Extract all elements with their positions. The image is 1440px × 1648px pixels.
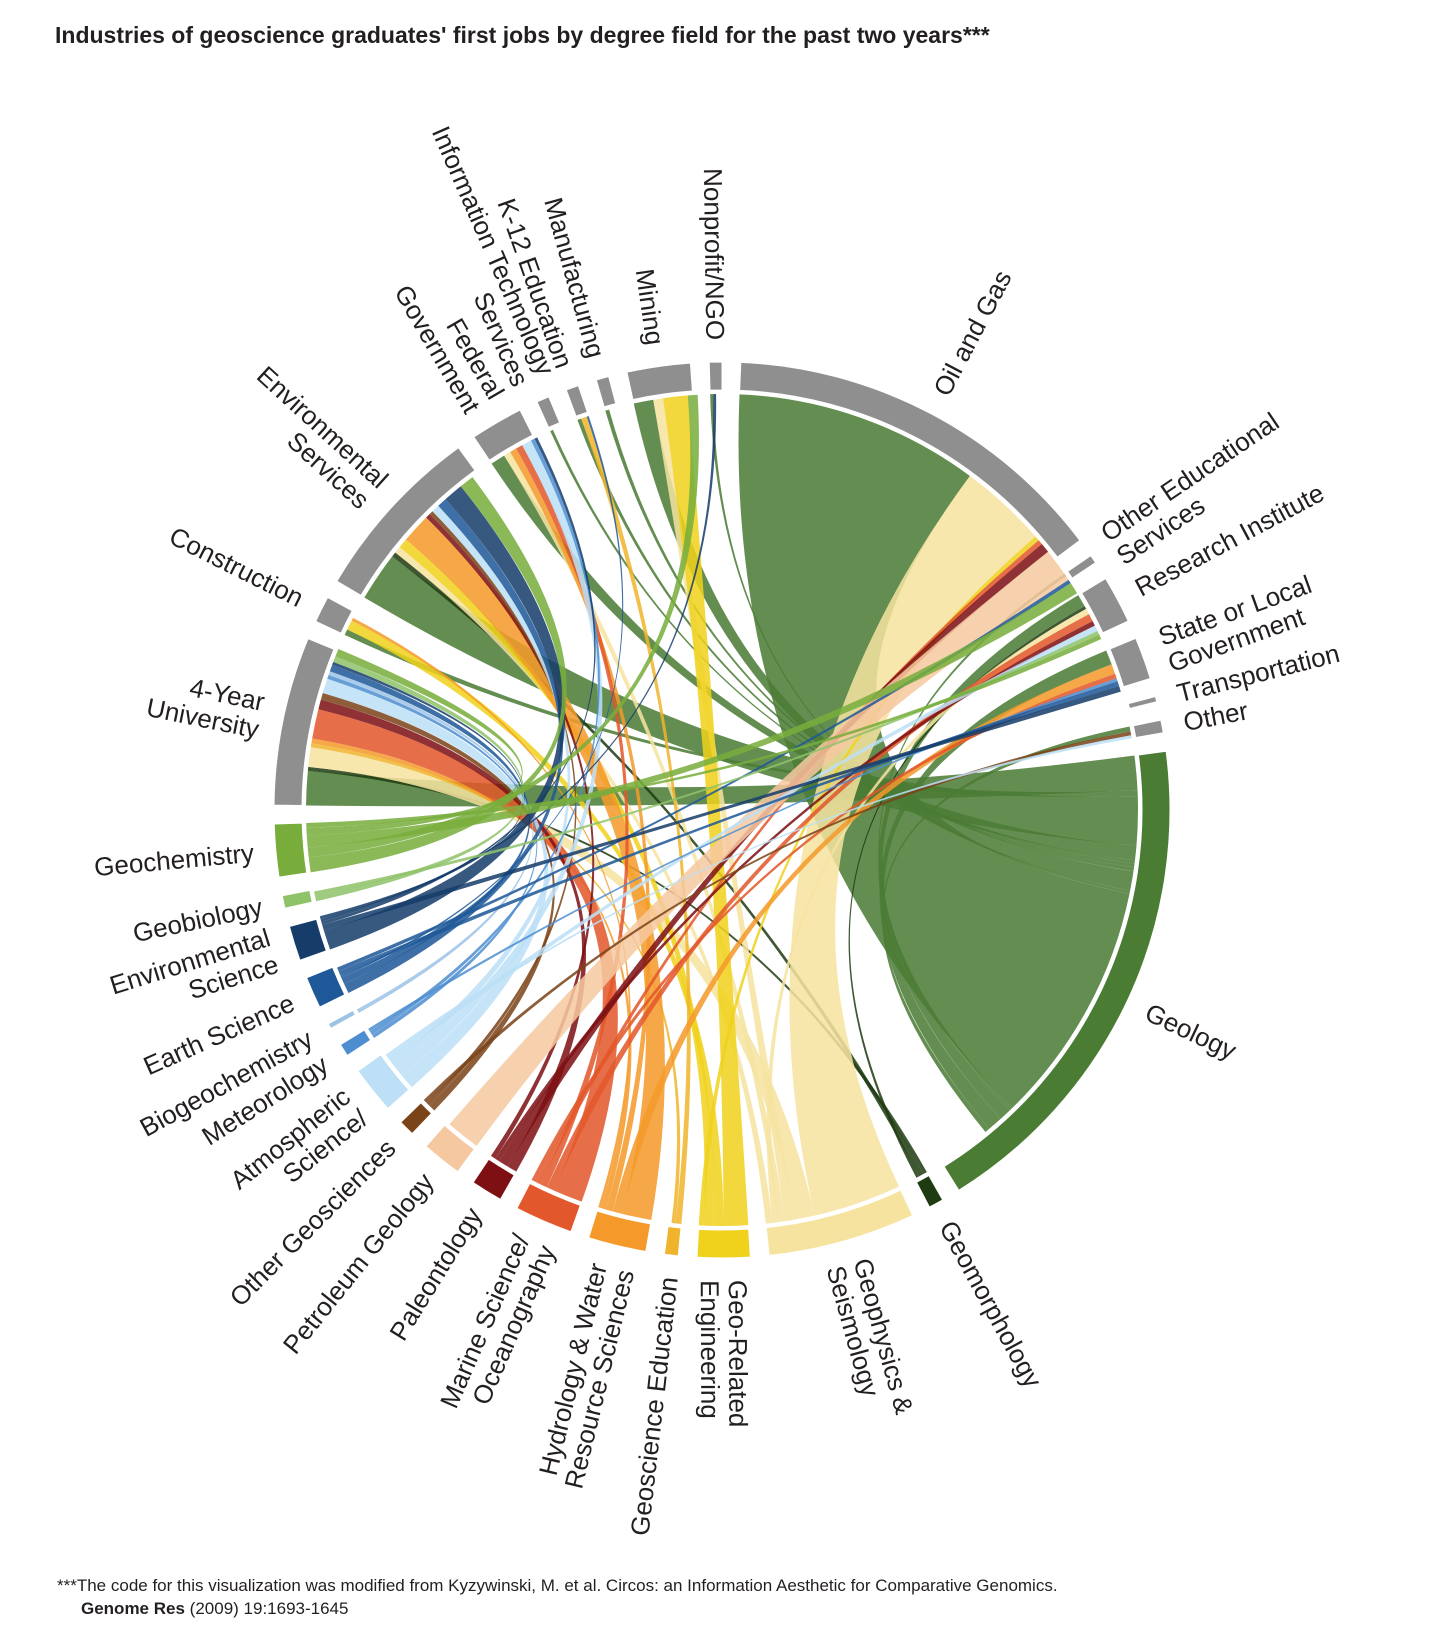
segment-env_science [288, 918, 327, 961]
segment-manufacturing [595, 375, 617, 408]
ribbon-env_science-to-state_local [322, 685, 1121, 931]
segment-federal [473, 409, 534, 461]
label-env_services: EnvironmentalServices [232, 360, 394, 515]
segment-oil_gas [739, 361, 1081, 558]
label-geochemistry: Geochemistry [93, 838, 255, 882]
segment-nonprofit [708, 361, 723, 391]
label-georelated_eng: Geo-RelatedEngineering [695, 1280, 754, 1428]
segment-univ [273, 637, 335, 806]
segment-other [1132, 719, 1164, 739]
chart-title: Industries of geoscience graduates' firs… [55, 22, 990, 48]
label-geophysics: Geophysics &Seismology [821, 1255, 920, 1425]
segment-other_geosci [400, 1102, 433, 1135]
ribbon-geochemistry-to-univ [306, 649, 523, 836]
label-nonprofit: Nonprofit/NGO [698, 168, 730, 340]
segment-geochemistry [273, 822, 308, 878]
segment-geomorphology [915, 1174, 944, 1208]
ribbon-petroleum-to-oil_gas [449, 551, 1069, 1146]
segment-georelated_eng [696, 1228, 751, 1259]
ribbon-geophysics-to-oil_gas [789, 475, 1036, 1216]
segment-transportation [1127, 695, 1158, 710]
segment-earth_science [305, 966, 346, 1008]
segment-mining [626, 362, 693, 401]
segment-atmospheric [357, 1054, 410, 1110]
footnote-text: ***The code for this visualization was m… [57, 1576, 1058, 1595]
segment-research [1080, 577, 1129, 634]
ribbon-other_geosci-to-env_services [426, 511, 577, 1106]
segment-paleontology [472, 1158, 515, 1201]
label-hydrology: Hydrology & WaterResource Sciences [531, 1260, 640, 1492]
segment-meteorology [339, 1029, 372, 1057]
segment-state_local [1109, 637, 1151, 688]
segment-it [536, 396, 561, 429]
label-geomorphology: Geomorphology [933, 1216, 1048, 1393]
segment-k12 [565, 385, 588, 417]
label-geosci_edu: Geoscience Education [624, 1275, 683, 1537]
segments-layer [273, 361, 1171, 1259]
segment-biogeochemistry [327, 1009, 357, 1030]
segment-hydrology [588, 1210, 652, 1253]
ribbon-atmospheric-to-env_services [390, 505, 571, 1069]
ribbon-geology-to-oil_gas [738, 394, 1130, 1109]
footnote-journal: Genome Res [81, 1599, 185, 1618]
segment-marine [516, 1182, 581, 1233]
footnote: ***The code for this visualization was m… [57, 1574, 1058, 1620]
segment-geobiology [281, 889, 313, 909]
segment-construction [314, 596, 353, 634]
segment-other_edu [1067, 554, 1097, 579]
segment-env_services [336, 447, 476, 597]
segment-geosci_edu [663, 1225, 682, 1257]
segment-geology [943, 750, 1171, 1191]
label-geology: Geology [1141, 997, 1241, 1065]
segment-geophysics [765, 1189, 914, 1257]
label-oil_gas: Oil and Gas [927, 265, 1017, 401]
ribbon-meteorology-to-univ [327, 674, 538, 1038]
footnote-citation: (2009) 19:1693-1645 [189, 1599, 349, 1618]
ribbons-layer [306, 394, 1139, 1226]
label-construction: Construction [165, 521, 309, 613]
segment-petroleum [425, 1124, 475, 1173]
ribbon-georelated_eng-to-mining [663, 395, 749, 1226]
label-mining: Mining [630, 267, 671, 347]
label-univ: 4-YearUniversity [144, 665, 268, 745]
ribbon-geology-to-env_services [364, 556, 1139, 846]
